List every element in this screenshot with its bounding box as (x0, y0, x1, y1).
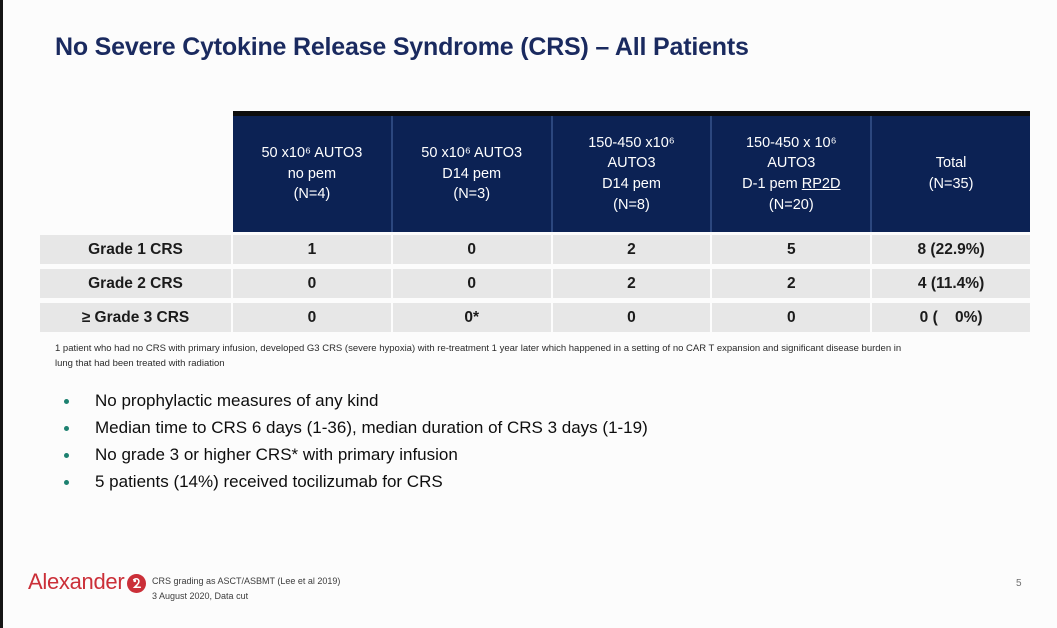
logo-mark-icon (127, 573, 147, 593)
table-footnote: 1 patient who had no CRS with primary in… (55, 343, 902, 369)
column-header-150-450-d14-pem: 150-450 x10⁶ AUTO3 D14 pem (N=8) (550, 116, 711, 232)
column-header-50-d14-pem: 50 x10⁶ AUTO3 D14 pem (N=3) (390, 116, 551, 232)
page-number: 5 (1016, 578, 1022, 589)
column-header-50-no-pem: 50 x10⁶ AUTO3 no pem (N=4) (233, 116, 391, 232)
column-header-line: AUTO3 (607, 155, 656, 172)
table-cell: 0 ( 0%) (872, 303, 1030, 332)
table-cell: 0* (392, 303, 551, 332)
column-header-line: (N=35) (928, 176, 974, 192)
table-cell: 8 (22.9%) (872, 235, 1030, 264)
left-edge-strip (0, 0, 3, 628)
bullet-dot-icon (64, 426, 69, 431)
slide-title: No Severe Cytokine Release Syndrome (CRS… (55, 33, 749, 61)
column-header-total: Total (N=35) (870, 116, 1030, 232)
column-header-line: (N=20) (768, 196, 814, 213)
bullet-list: No prophylactic measures of any kind Med… (64, 392, 884, 500)
row-label: ≥ Grade 3 CRS (40, 303, 231, 332)
table-row-grade1-crs: Grade 1 CRS 1 0 2 5 8 (22.9%) (40, 235, 1030, 264)
table-cell: 0 (392, 235, 551, 264)
table-cell: 0 (392, 269, 551, 298)
list-item: No grade 3 or higher CRS* with primary i… (64, 446, 884, 464)
column-header-line: Total (935, 155, 967, 172)
footer-note-line2: 3 August 2020, Data cut (152, 590, 249, 601)
footer-note: CRS grading as ASCT/ASBMT (Lee et al 201… (152, 574, 340, 604)
column-header-line: no pem (287, 165, 337, 182)
table-cell: 2 (712, 269, 871, 298)
table-cell: 0 (712, 303, 871, 332)
table-cell: 1 (233, 235, 391, 264)
logo-wordmark: Alexander (28, 569, 125, 594)
column-header-line: (N=4) (293, 186, 331, 203)
table-row-grade2-crs: Grade 2 CRS 0 0 2 2 4 (11.4%) (40, 269, 1030, 298)
bullet-text: No prophylactic measures of any kind (95, 391, 379, 410)
column-header-line: 150-450 x 10⁶ (745, 134, 837, 151)
table-cell: 5 (712, 235, 871, 264)
row-label: Grade 2 CRS (40, 269, 231, 298)
bullet-text: 5 patients (14%) received tocilizumab fo… (95, 472, 443, 491)
table-row-grade3plus-crs: ≥ Grade 3 CRS 0 0* 0 0 0 ( 0%) (40, 303, 1030, 332)
pem-prefix: D-1 pem (742, 176, 798, 192)
column-header-line: 150-450 x10⁶ (588, 134, 675, 151)
bullet-dot-icon (64, 453, 69, 458)
row-label: Grade 1 CRS (40, 235, 231, 264)
column-header-line: D14 pem (442, 165, 502, 182)
list-item: 5 patients (14%) received tocilizumab fo… (64, 473, 884, 491)
list-item: No prophylactic measures of any kind (64, 392, 884, 410)
column-header-line: (N=3) (453, 186, 491, 203)
company-logo: Alexander (28, 569, 147, 595)
column-header-line: AUTO3 (767, 155, 816, 172)
table-cell: 0 (233, 303, 391, 332)
bullet-text: Median time to CRS 6 days (1-36), median… (95, 418, 648, 437)
table-cell: 2 (552, 235, 711, 264)
table-cell: 0 (233, 269, 391, 298)
footer-note-line1: CRS grading as ASCT/ASBMT (Lee et al 201… (152, 576, 341, 586)
bullet-dot-icon (64, 399, 69, 404)
column-header-line: D-1 pem RP2D (742, 174, 840, 195)
column-header-line: 50 x10⁶ AUTO3 (421, 145, 523, 162)
column-header-line: (N=8) (613, 196, 650, 213)
bullet-dot-icon (64, 480, 69, 485)
table-cell: 4 (11.4%) (872, 269, 1030, 298)
bullet-text: No grade 3 or higher CRS* with primary i… (95, 445, 458, 464)
list-item: Median time to CRS 6 days (1-36), median… (64, 419, 884, 437)
table-header-row: 50 x10⁶ AUTO3 no pem (N=4) 50 x10⁶ AUTO3… (233, 111, 1030, 232)
column-header-150-450-d1-pem-rp2d: 150-450 x 10⁶ AUTO3 D-1 pem RP2D (N=20) (710, 116, 870, 232)
column-header-line: D14 pem (602, 176, 661, 192)
table-cell: 0 (552, 303, 711, 332)
table-cell: 2 (552, 269, 711, 298)
rp2d-underlined: RP2D (801, 176, 841, 192)
column-header-line: 50 x10⁶ AUTO3 (261, 145, 363, 162)
